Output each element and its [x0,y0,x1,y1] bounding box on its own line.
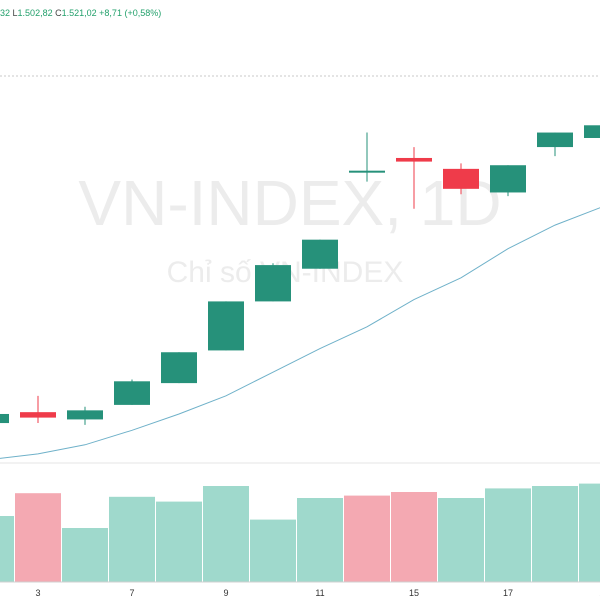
volume-bar [438,498,484,582]
candle [20,395,56,424]
low-label: L [12,8,18,18]
candle-body [490,165,526,193]
volume-bar [156,501,202,582]
candle [349,132,385,182]
x-tick-label: 17 [503,588,513,598]
candle-body [0,413,9,424]
candles-layer [0,125,600,425]
candle [490,165,526,197]
volume-bar [344,495,390,582]
candle-body [396,157,432,162]
volume-bar [203,486,249,582]
volume-bar [0,516,14,582]
change-value: +8,71 (+0,58%) [99,8,162,18]
low-value: 1.502,82 [17,8,53,18]
candle [537,132,573,157]
volume-bar [532,486,578,582]
candle-body [302,239,338,269]
candle [0,413,9,424]
candle [67,406,103,425]
candle [161,352,197,384]
x-tick-label: 11 [315,588,324,598]
candle [396,147,432,209]
open-fragment: 32 [0,8,11,18]
candle [443,163,479,195]
volume-bar [297,498,343,582]
close-value: 1.521,02 [61,8,97,18]
volume-layer [0,483,600,582]
ohlc-header: 32 L1.502,82 C1.521,02 +8,71 (+0,58%) [0,8,161,18]
candle [114,379,150,405]
candle-body [255,265,291,302]
candle-body [114,381,150,405]
candle-body [67,410,103,420]
moving-average-layer [0,207,600,459]
volume-bar [485,488,531,582]
volume-bar [62,528,108,582]
moving-average-line [0,207,600,459]
x-tick-label: 15 [409,588,419,598]
x-axis-ticks: 3791115172 [35,588,600,598]
candle [255,263,291,302]
candle [302,239,338,269]
candle-body [20,412,56,418]
candle-body [537,132,573,148]
x-tick-label: 7 [129,588,134,598]
candle [208,301,244,351]
candle-body [443,168,479,189]
candle-body [208,301,244,351]
volume-bar [579,483,600,582]
volume-bar [109,496,155,582]
volume-bar [250,519,296,582]
candle [584,125,600,138]
candle-body [161,352,197,384]
close-label: C [55,8,62,18]
x-tick-label: 3 [35,588,40,598]
volume-bar [391,492,437,582]
volume-bar [15,493,61,582]
candle-body [584,125,600,138]
candle-body [349,170,385,173]
watermark-title: VN-INDEX, 1D [78,167,501,239]
x-tick-label: 9 [223,588,228,598]
